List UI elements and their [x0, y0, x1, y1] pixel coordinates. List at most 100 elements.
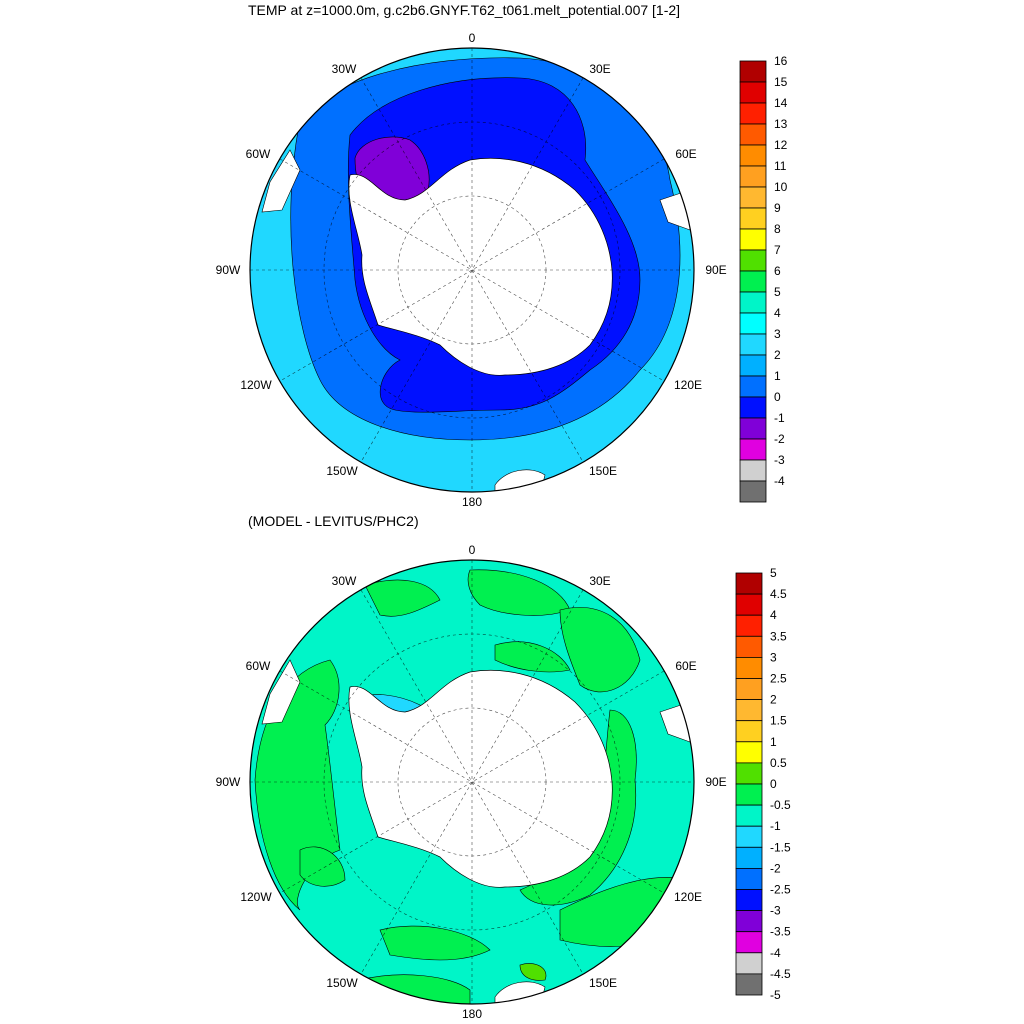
lon-label-30w: 30W [332, 62, 357, 76]
polar-map [250, 48, 694, 492]
colorbar-label: -4.5 [770, 967, 791, 981]
colorbar-swatch [739, 417, 767, 440]
colorbar-swatch [735, 762, 763, 785]
colorbar-swatch [739, 60, 767, 83]
colorbar-swatch [735, 678, 763, 701]
patch-north [467, 569, 571, 616]
colorbar-label: -1.5 [770, 840, 791, 854]
antarctica-land [348, 158, 613, 376]
lon-label-150e: 150E [589, 976, 617, 990]
colorbar-label: -2 [774, 432, 785, 446]
lon-label-120w: 120W [240, 890, 272, 904]
colorbar-label: 4 [774, 306, 781, 320]
colorbar-label: 4 [770, 608, 777, 622]
colorbar-label: 0 [774, 390, 781, 404]
south-america-land [261, 659, 301, 725]
graticule [250, 560, 694, 1004]
colorbar-label: 12 [774, 138, 788, 152]
colorbar-swatch [739, 291, 767, 314]
colorbar-label: 0 [770, 777, 777, 791]
lon-label-30w: 30W [332, 574, 357, 588]
colorbar-swatch [739, 438, 767, 461]
difference-map-figure: 0 30E 60E 90E 120E 150E 180 150W 120W 90… [216, 543, 791, 1021]
colorbar-swatch [739, 228, 767, 251]
colorbar-swatch [735, 952, 763, 975]
colorbar-swatch [739, 102, 767, 125]
colorbar-swatch [739, 81, 767, 104]
colorbar-swatch [735, 867, 763, 890]
lon-label-180: 180 [462, 1007, 482, 1021]
colorbar-label: 1.5 [770, 714, 787, 728]
colorbar-label: 5 [770, 566, 777, 580]
patch-north-east [494, 641, 571, 673]
patch-south [379, 925, 491, 961]
colorbar-label: 7 [774, 243, 781, 257]
difference-panel: (MODEL - LEVITUS/PHC2) [0, 510, 1024, 1024]
colorbar: 5 4.5 4 3.5 3 2.5 2 1.5 1 0.5 0 -0.5 -1 -1.5 -2 -2.5 -3 -… [735, 566, 791, 1002]
colorbar-label: 3 [774, 327, 781, 341]
colorbar-swatch [735, 720, 763, 743]
colorbar-swatch [739, 375, 767, 398]
colorbar-label: 2 [770, 693, 777, 707]
colorbar-swatch [735, 593, 763, 616]
lon-label-0: 0 [469, 31, 476, 45]
longitude-labels: 0 30E 60E 90E 120E 150E 180 150W 120W 90… [216, 31, 727, 509]
colorbar-label: -4 [774, 474, 785, 488]
lon-label-120e: 120E [674, 378, 702, 392]
lon-label-60w: 60W [246, 659, 271, 673]
colorbar-swatch [739, 270, 767, 293]
colorbar-label: 6 [774, 264, 781, 278]
colorbar-label: -5 [770, 988, 781, 1002]
patch-south-west [299, 846, 346, 887]
lon-label-90e: 90E [705, 775, 726, 789]
patch-north-west [364, 579, 441, 617]
colorbar-swatch [735, 846, 763, 869]
panel-title: (MODEL - LEVITUS/PHC2) [248, 513, 419, 529]
temperature-panel: TEMP at z=1000.0m, g.c2b6.GNYF.T62_t061.… [0, 0, 1024, 510]
colorbar-swatch [735, 804, 763, 827]
lon-label-120w: 120W [240, 378, 272, 392]
colorbar-label: 1 [770, 735, 777, 749]
colorbar-label: -3 [770, 904, 781, 918]
colorbar-label: -1 [770, 819, 781, 833]
colorbar-label: 13 [774, 117, 788, 131]
colorbar-swatch [735, 910, 763, 933]
colorbar-label: 1 [774, 369, 781, 383]
lon-label-90w: 90W [216, 775, 241, 789]
colorbar-swatch [739, 207, 767, 230]
lon-label-60e: 60E [675, 659, 696, 673]
colorbar-label: 15 [774, 75, 788, 89]
colorbar-label: 10 [774, 180, 788, 194]
colorbar-swatch [735, 973, 763, 996]
longitude-labels: 0 30E 60E 90E 120E 150E 180 150W 120W 90… [216, 543, 727, 1021]
lon-label-150w: 150W [326, 976, 358, 990]
colorbar-swatch [739, 123, 767, 146]
colorbar-swatch [739, 480, 767, 503]
colorbar-label: -2 [770, 861, 781, 875]
colorbar-label: -1 [774, 411, 785, 425]
colorbar-swatch [739, 165, 767, 188]
colorbar-swatch [735, 699, 763, 722]
lon-label-60e: 60E [675, 147, 696, 161]
colorbar-swatch [735, 889, 763, 912]
colorbar-label: -3 [774, 453, 785, 467]
colorbar-swatch [735, 931, 763, 954]
colorbar-label: 2 [774, 348, 781, 362]
colorbar-label: -4 [770, 946, 781, 960]
colorbar-swatch [739, 186, 767, 209]
colorbar-swatch [735, 783, 763, 806]
colorbar-swatch [735, 572, 763, 595]
colorbar-label: -3.5 [770, 925, 791, 939]
lon-label-120e: 120E [674, 890, 702, 904]
colorbar-swatch [735, 635, 763, 658]
colorbar-label: 3 [770, 650, 777, 664]
colorbar-swatch [735, 614, 763, 637]
polar-map [250, 560, 694, 1004]
lon-label-90e: 90E [705, 263, 726, 277]
colorbar-label: 5 [774, 285, 781, 299]
colorbar-swatch [735, 741, 763, 764]
colorbar-label: 8 [774, 222, 781, 236]
colorbar-label: 2.5 [770, 672, 787, 686]
antarctica-land [348, 670, 613, 888]
lon-label-180: 180 [462, 495, 482, 509]
